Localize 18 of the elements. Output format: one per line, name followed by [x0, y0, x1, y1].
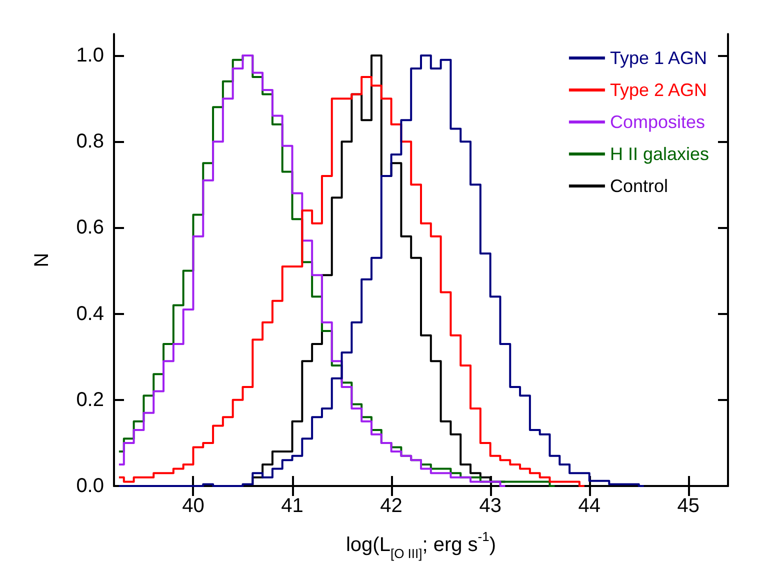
legend-label: Composites — [610, 112, 706, 132]
legend-label: Type 2 AGN — [610, 80, 708, 100]
x-tick-label: 40 — [182, 495, 204, 517]
y-axis-title: N — [31, 252, 53, 268]
legend-label: H II galaxies — [610, 144, 710, 164]
y-tick-label: 0.8 — [76, 130, 104, 153]
x-tick-label: 42 — [380, 495, 402, 517]
y-tick-label: 0.0 — [76, 475, 104, 497]
x-tick-label: 45 — [677, 495, 700, 517]
y-tick-label: 0.4 — [76, 302, 104, 325]
y-tick-label: 0.2 — [76, 388, 104, 411]
x-tick-label: 44 — [578, 495, 600, 517]
legend-label: Type 1 AGN — [610, 48, 708, 68]
y-tick-label: 1.0 — [76, 44, 104, 67]
x-tick-label: 43 — [479, 495, 502, 517]
y-tick-label: 0.6 — [76, 216, 104, 239]
x-tick-label: 41 — [281, 495, 304, 517]
legend-label: Control — [610, 176, 668, 196]
